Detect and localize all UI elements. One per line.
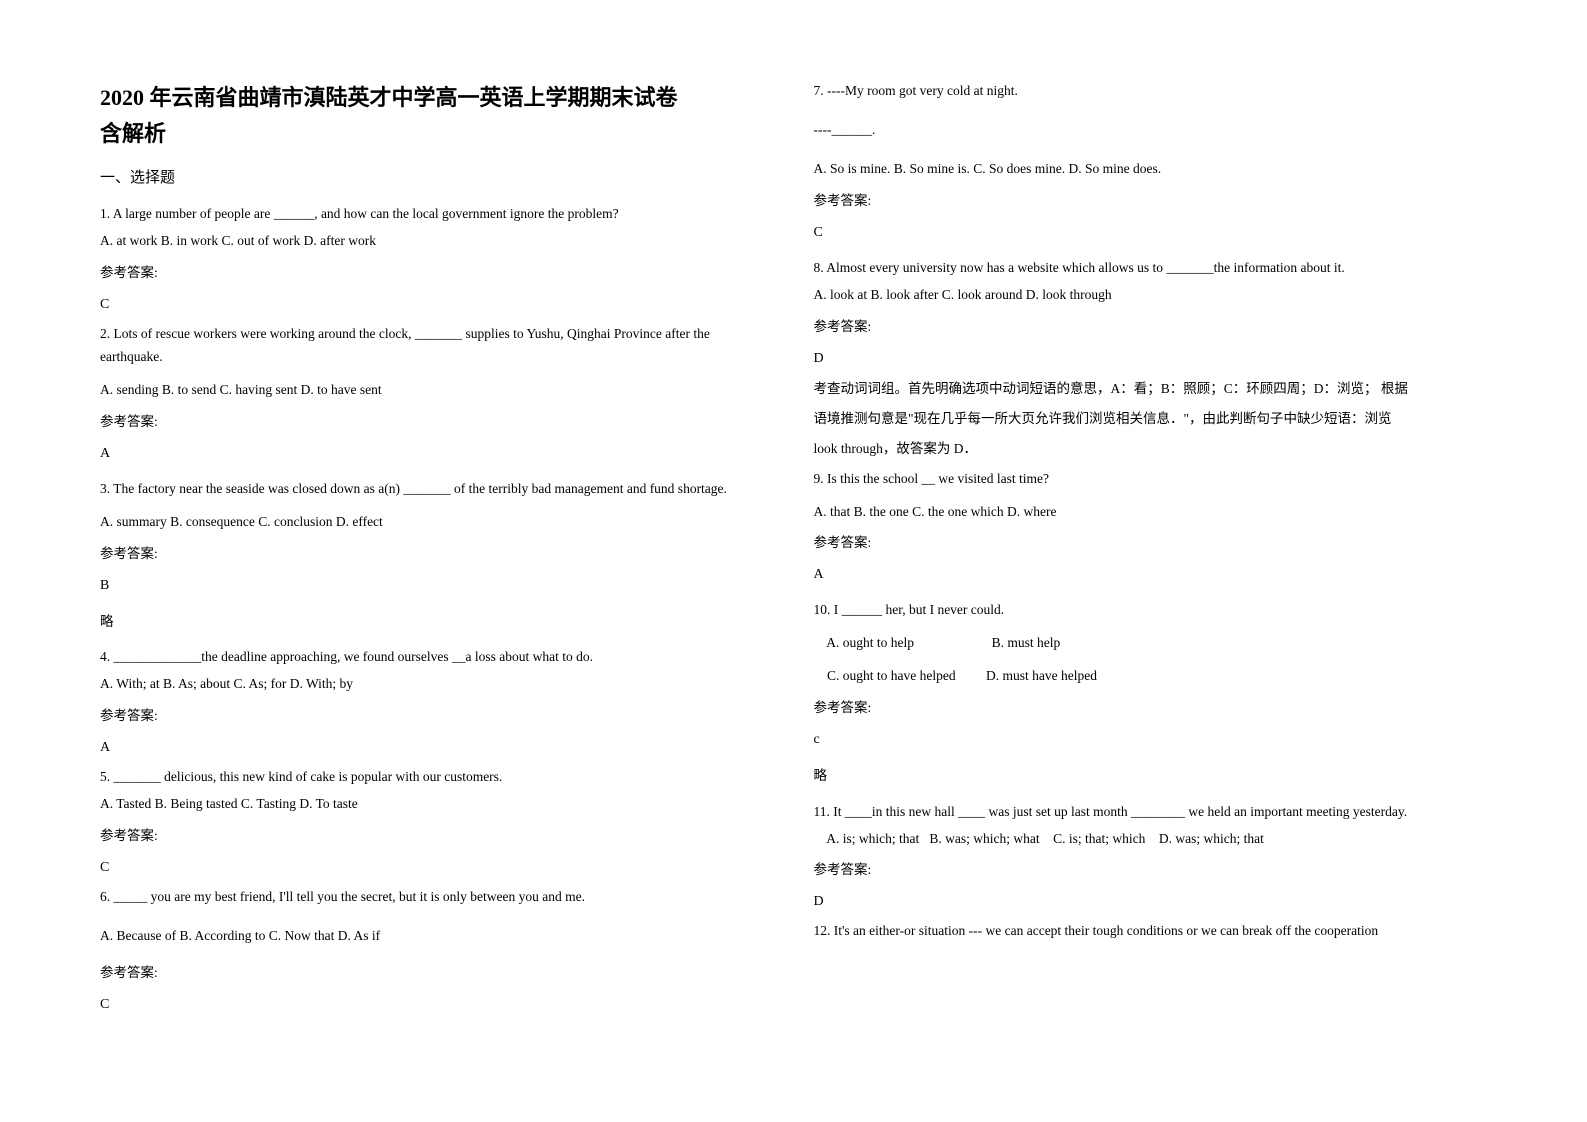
q10-answer-label: 参考答案: — [814, 696, 1488, 716]
q1-answer-label: 参考答案: — [100, 261, 774, 281]
q11-answer: D — [814, 894, 1488, 910]
q4-answer: A — [100, 740, 774, 756]
q8-text: 8. Almost every university now has a web… — [814, 257, 1488, 280]
q7-text1: 7. ----My room got very cold at night. — [814, 80, 1488, 103]
q7-answer: C — [814, 225, 1488, 241]
q1-text: 1. A large number of people are ______, … — [100, 203, 774, 226]
exam-subtitle: 含解析 — [100, 116, 774, 148]
q10-explain: 略 — [814, 764, 1488, 788]
q6-text: 6. _____ you are my best friend, I'll te… — [100, 886, 774, 909]
q8-options: A. look at B. look after C. look around … — [814, 284, 1488, 307]
q6-answer: C — [100, 997, 774, 1013]
q8-answer: D — [814, 351, 1488, 367]
q10-options2: C. ought to have helped D. must have hel… — [814, 665, 1488, 688]
q4-text: 4. _____________the deadline approaching… — [100, 646, 774, 669]
q5-answer: C — [100, 860, 774, 876]
q5-options: A. Tasted B. Being tasted C. Tasting D. … — [100, 793, 774, 816]
q9-options: A. that B. the one C. the one which D. w… — [814, 501, 1488, 524]
q8-explain2: 语境推测句意是"现在几乎每一所大页允许我们浏览相关信息．"，由此判断句子中缺少短… — [814, 407, 1488, 431]
q3-options: A. summary B. consequence C. conclusion … — [100, 511, 774, 534]
q9-answer: A — [814, 567, 1488, 583]
q9-text: 9. Is this the school __ we visited last… — [814, 468, 1488, 491]
q7-answer-label: 参考答案: — [814, 189, 1488, 209]
q8-explain3: look through，故答案为 D． — [814, 437, 1488, 461]
q3-answer: B — [100, 578, 774, 594]
q2-text: 2. Lots of rescue workers were working a… — [100, 323, 774, 369]
q11-answer-label: 参考答案: — [814, 858, 1488, 878]
q4-options: A. With; at B. As; about C. As; for D. W… — [100, 673, 774, 696]
q5-text: 5. _______ delicious, this new kind of c… — [100, 766, 774, 789]
q3-answer-label: 参考答案: — [100, 542, 774, 562]
q3-explain: 略 — [100, 610, 774, 634]
left-column: 2020 年云南省曲靖市滇陆英才中学高一英语上学期期末试卷 含解析 一、选择题 … — [100, 80, 774, 1082]
q8-explain1: 考查动词词组。首先明确选项中动词短语的意思，A：看；B：照顾；C：环顾四周；D：… — [814, 377, 1488, 401]
q11-options: A. is; which; that B. was; which; what C… — [814, 828, 1488, 851]
q10-answer: c — [814, 732, 1488, 748]
q1-answer: C — [100, 297, 774, 313]
q7-options: A. So is mine. B. So mine is. C. So does… — [814, 158, 1488, 181]
q5-answer-label: 参考答案: — [100, 824, 774, 844]
q3-text: 3. The factory near the seaside was clos… — [100, 478, 774, 501]
q2-answer-label: 参考答案: — [100, 410, 774, 430]
right-column: 7. ----My room got very cold at night. -… — [814, 80, 1488, 1082]
q8-answer-label: 参考答案: — [814, 315, 1488, 335]
q2-options: A. sending B. to send C. having sent D. … — [100, 379, 774, 402]
q9-answer-label: 参考答案: — [814, 531, 1488, 551]
q10-options1: A. ought to help B. must help — [814, 632, 1488, 655]
q2-answer: A — [100, 446, 774, 462]
q1-options: A. at work B. in work C. out of work D. … — [100, 230, 774, 253]
q12-text: 12. It's an either-or situation --- we c… — [814, 920, 1488, 943]
q6-answer-label: 参考答案: — [100, 961, 774, 981]
exam-title: 2020 年云南省曲靖市滇陆英才中学高一英语上学期期末试卷 — [100, 80, 774, 112]
q7-text2: ----______. — [814, 119, 1488, 142]
q11-text: 11. It ____in this new hall ____ was jus… — [814, 801, 1488, 824]
section-heading: 一、选择题 — [100, 166, 774, 187]
q6-options: A. Because of B. According to C. Now tha… — [100, 925, 774, 948]
q4-answer-label: 参考答案: — [100, 704, 774, 724]
q10-text: 10. I ______ her, but I never could. — [814, 599, 1488, 622]
